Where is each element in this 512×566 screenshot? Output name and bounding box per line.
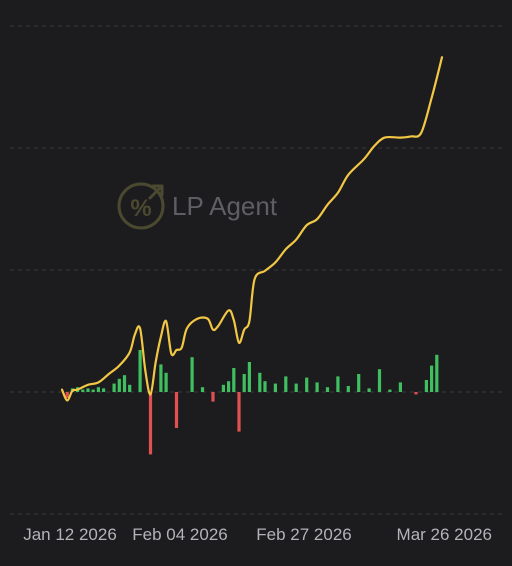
bar-38 [367,388,371,392]
bar-21 [221,384,225,392]
bar-42 [414,392,418,395]
bar-16 [164,372,168,392]
bar-8 [102,388,106,392]
bar-34 [325,387,330,392]
bar-17 [174,392,179,428]
bar-11 [122,375,127,392]
percent-trend-icon: % [117,182,165,230]
bar-19 [200,387,205,392]
bar-44 [430,365,434,392]
line-series [60,56,444,402]
bar-37 [357,374,361,392]
bar-25 [242,374,246,392]
bar-45 [435,354,439,392]
bar-35 [336,376,340,392]
bar-24 [237,392,241,432]
bar-26 [247,362,251,392]
bar-31 [294,383,298,392]
bar-29 [273,383,277,392]
bar-22 [227,381,231,392]
bar-32 [305,377,309,392]
bar-13 [138,350,142,392]
bar-4 [81,389,85,392]
bar-6 [91,389,95,392]
x-tick-label-2: Feb 04 2026 [132,525,227,544]
bar-36 [346,386,350,392]
x-tick-label-3: Feb 27 2026 [256,525,351,544]
bar-30 [284,376,288,392]
bar-41 [398,382,402,392]
bar-5 [86,388,90,392]
bar-20 [211,392,215,402]
bar-39 [377,369,382,392]
bar-series [65,350,439,455]
bar-12 [128,384,132,392]
equity-line [60,56,444,402]
x-tick-label-4: Mar 26 2026 [397,525,492,544]
bar-10 [117,378,121,392]
bar-7 [96,387,100,392]
bar-14 [148,392,153,455]
bar-15 [159,364,163,392]
bar-40 [388,389,392,392]
watermark: % LP Agent [117,182,278,230]
x-tick-label-1: Jan 12 2026 [23,525,117,544]
bar-28 [263,381,267,392]
bar-18 [190,357,194,392]
x-axis: Jan 12 2026 Feb 04 2026 Feb 27 2026 Mar 26 … [23,525,492,544]
bar-43 [424,380,428,392]
bar-33 [315,382,319,392]
bar-23 [232,368,236,392]
bar-9 [112,383,116,392]
watermark-label: LP Agent [172,191,278,221]
bar-27 [258,372,262,392]
svg-text:%: % [130,195,151,222]
gridlines [10,25,502,515]
bar-1 [65,392,69,398]
